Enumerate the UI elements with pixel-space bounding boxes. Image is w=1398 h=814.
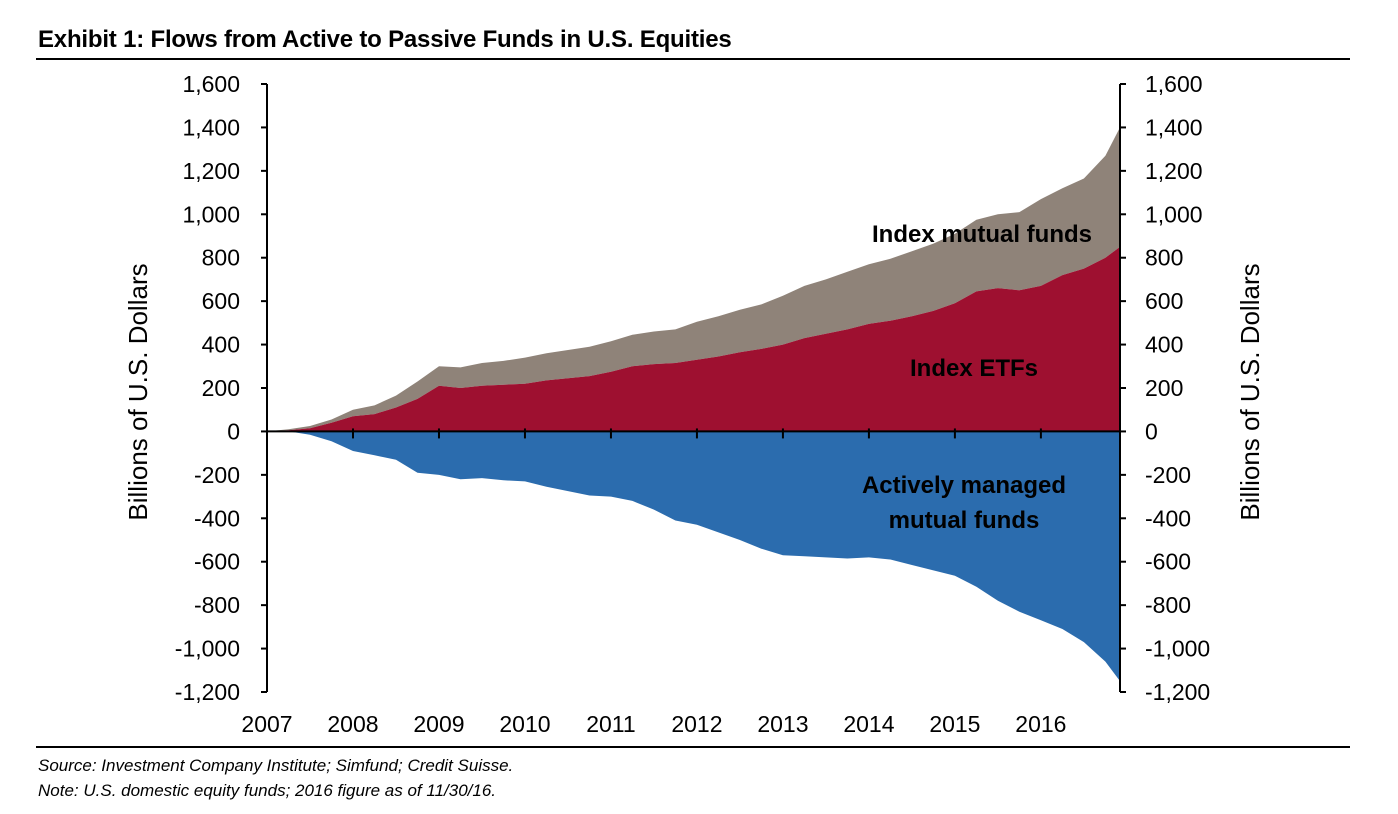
right-y-tick-label: 600 <box>1145 288 1183 314</box>
left-y-tick-label: -200 <box>194 462 240 488</box>
left-y-tick-label: 1,200 <box>182 158 240 184</box>
left-y-tick-label: 600 <box>202 288 240 314</box>
left-y-tick-label: -1,000 <box>175 636 240 662</box>
area-index-etfs <box>267 246 1120 432</box>
right-y-tick-label: 1,400 <box>1145 114 1203 140</box>
chart-title: Exhibit 1: Flows from Active to Passive … <box>38 26 732 53</box>
left-y-tick-label: -800 <box>194 592 240 618</box>
left-y-tick-label: 1,600 <box>182 71 240 97</box>
left-y-axis: -1,200 -1,000 -800 -600 -400 -200 0 200 400 600 80… <box>175 71 268 705</box>
x-tick-label: 2016 <box>1015 711 1066 737</box>
right-y-tick-label: 200 <box>1145 375 1183 401</box>
left-axis-title: Billions of U.S. Dollars <box>123 263 153 520</box>
right-axis-title: Billions of U.S. Dollars <box>1235 263 1265 520</box>
left-y-tick-label: 800 <box>202 245 240 271</box>
area-index-mutual-funds <box>267 127 1120 432</box>
x-tick-label: 2014 <box>843 711 894 737</box>
left-y-tick-label: -1,200 <box>175 679 240 705</box>
right-y-tick-label: 400 <box>1145 332 1183 358</box>
area-actively-managed <box>267 431 1120 682</box>
left-y-tick-label: -600 <box>194 549 240 575</box>
x-tick-label: 2012 <box>671 711 722 737</box>
label-index-etfs: Index ETFs <box>910 355 1038 382</box>
x-tick-label: 2007 <box>241 711 292 737</box>
left-y-tick-label: 1,400 <box>182 114 240 140</box>
x-tick-label: 2015 <box>929 711 980 737</box>
right-y-tick-label: -1,000 <box>1145 636 1210 662</box>
label-actively-managed-line2: mutual funds <box>889 507 1040 534</box>
left-y-tick-label: -400 <box>194 505 240 531</box>
title-rule <box>36 58 1350 60</box>
right-y-tick-label: -200 <box>1145 462 1191 488</box>
source-note: Source: Investment Company Institute; Si… <box>38 756 514 775</box>
x-tick-label: 2011 <box>586 711 635 737</box>
left-y-tick-label: 400 <box>202 332 240 358</box>
x-tick-label: 2009 <box>413 711 464 737</box>
right-y-tick-label: 0 <box>1145 418 1158 444</box>
label-actively-managed-line1: Actively managed <box>862 472 1066 499</box>
right-y-tick-label: -400 <box>1145 505 1191 531</box>
left-y-tick-label: 0 <box>227 418 240 444</box>
right-y-axis: -1,200 -1,000 -800 -600 -400 -200 0 200 400 600 80… <box>1119 71 1210 705</box>
x-axis: 2007 2008 2009 2010 2011 2012 2013 2014 2015 2016 <box>241 428 1120 737</box>
right-y-tick-label: -600 <box>1145 549 1191 575</box>
right-y-tick-label: 1,600 <box>1145 71 1203 97</box>
x-tick-label: 2013 <box>757 711 808 737</box>
right-y-tick-label: 800 <box>1145 245 1183 271</box>
x-tick-label: 2008 <box>327 711 378 737</box>
left-y-tick-label: 1,000 <box>182 201 240 227</box>
x-tick-label: 2010 <box>499 711 550 737</box>
right-y-tick-label: 1,200 <box>1145 158 1203 184</box>
left-y-tick-label: 200 <box>202 375 240 401</box>
right-y-tick-label: -800 <box>1145 592 1191 618</box>
right-y-tick-label: 1,000 <box>1145 201 1203 227</box>
data-note: Note: U.S. domestic equity funds; 2016 f… <box>38 781 497 800</box>
right-y-tick-label: -1,200 <box>1145 679 1210 705</box>
label-index-mutual-funds: Index mutual funds <box>872 221 1092 248</box>
footer-rule <box>36 746 1350 748</box>
